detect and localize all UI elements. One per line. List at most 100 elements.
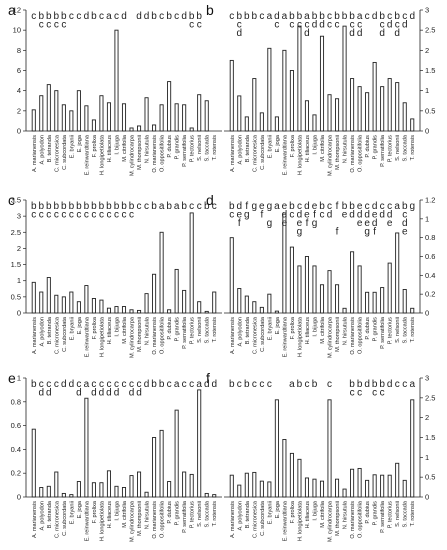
significance-letter: c (350, 20, 355, 31)
y-tick-label: 3 (425, 374, 429, 383)
significance-letter: c (31, 210, 36, 221)
significance-letter: b (84, 201, 90, 212)
bar-P. tectorius (189, 212, 194, 314)
significance-letter: e (282, 201, 288, 212)
significance-letter: a (267, 11, 273, 22)
significance-letter: c (327, 379, 332, 390)
y-tick-label: 2 (17, 244, 21, 253)
significance-letter: d (129, 388, 135, 399)
y-tick-label: 2.5 (425, 393, 435, 402)
category-label: H. tiliaceus (305, 501, 311, 529)
significance-letter: b (166, 11, 172, 22)
significance-letter: a (84, 379, 90, 390)
significance-letter: f (373, 227, 376, 238)
category-label: S. taccada (403, 500, 409, 527)
bar-I. bijuga (114, 485, 119, 498)
category-label: A. polyodon (237, 501, 243, 531)
category-label: M. thompsonii (137, 135, 143, 170)
bar-O. oppositifolia (159, 429, 164, 498)
significance-letter: b (252, 11, 258, 22)
category-label: P. dubius (365, 135, 371, 158)
y-tick-label: 1.2 (425, 196, 435, 205)
significance-letter: b (166, 201, 172, 212)
y-tick-label: 3 (17, 212, 21, 221)
significance-letter: c (387, 11, 392, 22)
category-label: S. nelsonii (197, 317, 203, 343)
bar-P. dubius (167, 481, 172, 498)
category-label: P. grandis (175, 317, 181, 342)
y-tick-label: 0.5 (425, 106, 435, 115)
significance-letter: d (181, 11, 187, 22)
significance-letter: c (91, 210, 96, 221)
category-label: T. rotensis (212, 501, 218, 527)
significance-letter: c (274, 20, 279, 31)
category-label: M. citrifolia (320, 500, 326, 528)
significance-letter: c (372, 388, 377, 399)
significance-letter: c (380, 388, 385, 399)
significance-letter: c (114, 11, 119, 22)
category-label: F. prolixa (290, 316, 296, 339)
significance-letter: b (31, 201, 37, 212)
significance-letter: d (364, 379, 370, 390)
category-label: I. bijuga (312, 500, 318, 520)
y-tick-label: 2.5 (425, 26, 435, 35)
significance-letter: c (387, 201, 392, 212)
category-label: P. grandis (373, 501, 379, 526)
panel-e: e 0 0.2 0.4 0.6 0.8 1 A. marianensis b A. polyodo… (8, 370, 222, 542)
significance-letter: b (244, 11, 250, 22)
y-tick-label: 1.5 (425, 66, 435, 75)
significance-letter: d (304, 201, 310, 212)
significance-letter: b (229, 379, 235, 390)
bar-S. taccada (204, 492, 209, 498)
panel-letter: a (8, 2, 16, 18)
significance-letter: d (357, 210, 363, 221)
bar-S. nelsonii (197, 301, 202, 314)
bar-H. tiliaceus (106, 470, 111, 498)
category-label: I. bijuga (114, 316, 120, 336)
significance-letter: d (236, 201, 242, 212)
bar-F. prolixa (91, 298, 96, 314)
significance-letter: d (379, 210, 385, 221)
significance-letter: c (106, 379, 111, 390)
significance-letter: c (167, 379, 172, 390)
significance-letter: c (91, 379, 96, 390)
significance-letter: b (31, 379, 37, 390)
bar-E. bryanii (69, 291, 74, 314)
significance-letter: d (402, 20, 408, 31)
significance-letter: a (174, 201, 180, 212)
category-label: M. citrifolia (320, 134, 326, 162)
category-label: O. oppositifolia (160, 134, 166, 172)
significance-letter: e (357, 218, 363, 229)
significance-letter: d (69, 379, 75, 390)
significance-letter: b (289, 11, 295, 22)
significance-letter: c (320, 210, 325, 221)
bar-E. bryanii (267, 47, 272, 132)
category-label: M. citrifolia (122, 316, 128, 344)
category-label: P. tectorius (190, 501, 196, 528)
category-label: B. tetranda (47, 500, 53, 528)
significance-letter: c (335, 20, 340, 31)
bar-E. joga (274, 310, 279, 314)
category-label: S. nelsonii (395, 317, 401, 343)
significance-letter: g (244, 210, 250, 221)
significance-letter: c (402, 210, 407, 221)
category-label: E. bryanii (69, 317, 75, 340)
category-label: T. rotensis (410, 135, 416, 161)
bar-H. tiliaceus (106, 102, 111, 132)
significance-letter: c (137, 201, 142, 212)
bar-P. grandis (372, 474, 377, 498)
bar-P. serratifolia (182, 471, 187, 498)
significance-letter: b (319, 201, 325, 212)
significance-letter: b (379, 11, 385, 22)
significance-letter: d (121, 11, 127, 22)
category-label: C. micronesica (252, 500, 258, 538)
category-label: M. cylindrocarpa (328, 316, 334, 358)
category-label: T. rotensis (410, 317, 416, 343)
bar-F. prolixa (289, 70, 294, 132)
significance-letter: c (39, 379, 44, 390)
category-label: P. grandis (373, 135, 379, 160)
category-label: I. bijuga (312, 316, 318, 336)
bar-P. grandis (372, 291, 377, 314)
